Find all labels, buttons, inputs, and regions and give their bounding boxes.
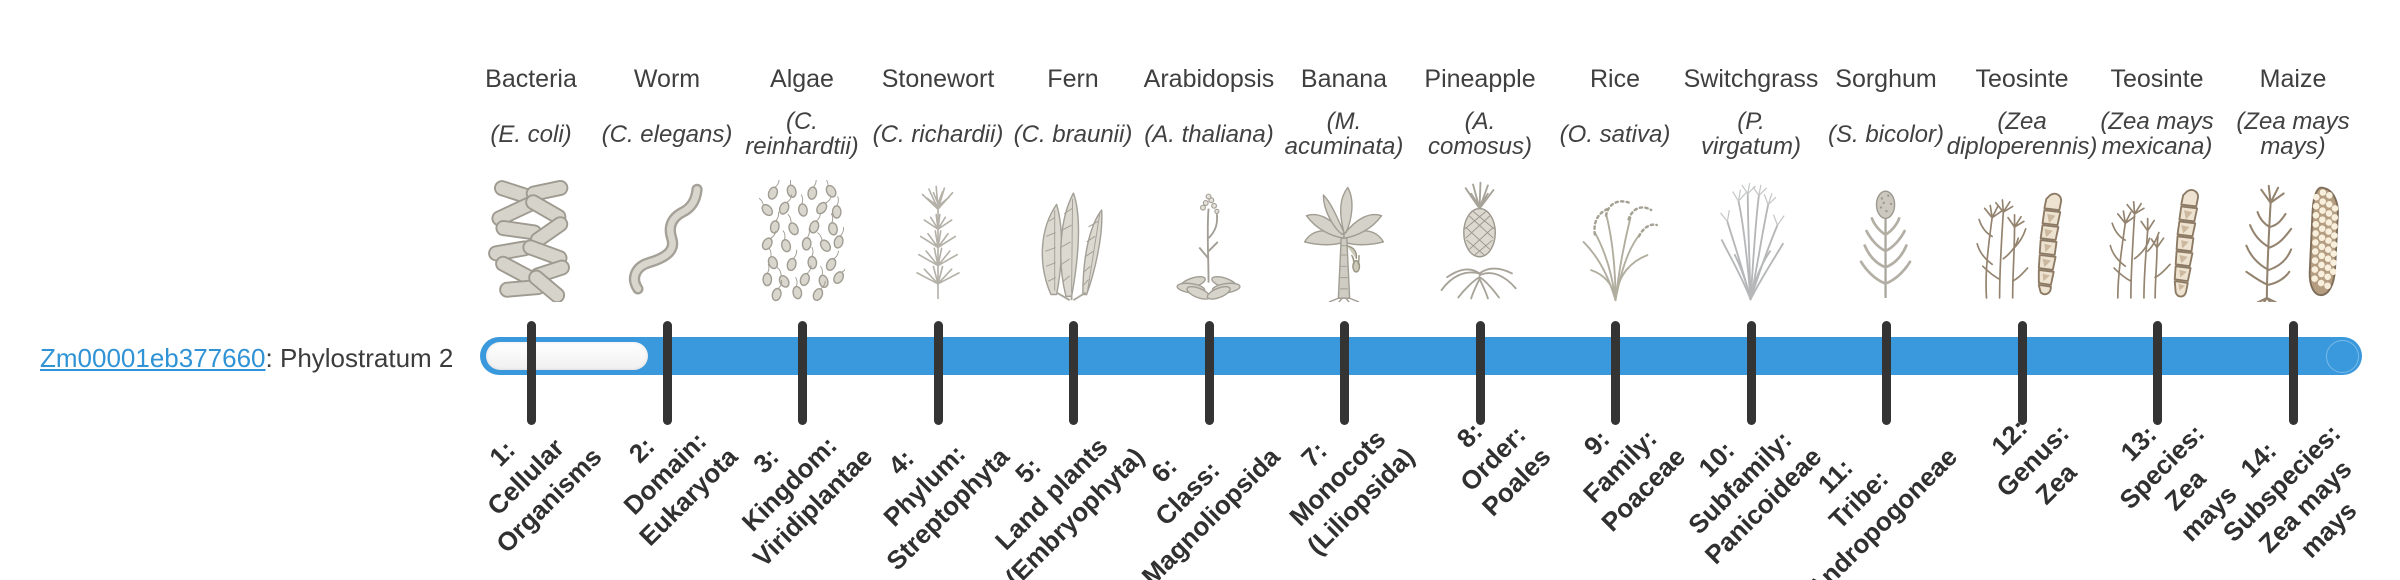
- organism-illustration-slot: [456, 170, 606, 302]
- sorghum-icon: [1859, 190, 1912, 299]
- axis-tick: [2288, 321, 2298, 425]
- stonewort-icon: [916, 185, 960, 300]
- organism-scientific-name: (C. braunii): [1013, 120, 1133, 148]
- organism-illustration-slot: [1269, 170, 1419, 302]
- organism-scientific-name: (C. elegans): [601, 120, 733, 148]
- bacteria-icon: [488, 180, 570, 302]
- axis-tick: [526, 321, 536, 425]
- axis-tick: [2152, 321, 2162, 425]
- taxon-label-block: Arabidopsis (A. thaliana): [1129, 64, 1289, 160]
- phylostratum-text: : Phylostratum 2: [265, 343, 454, 373]
- phylostratum-tick-label: 12: Genus: Zea: [1985, 413, 2083, 511]
- organism-scientific-name: (M. acuminata): [1284, 108, 1404, 160]
- phylostratum-tick-label: 3: Kingdom: Viridiplantae: [736, 430, 879, 573]
- phylostratum-tick-label: 8: Order: Poales: [1450, 416, 1557, 522]
- organism-illustration-slot: [592, 170, 742, 302]
- organism-common-name: Worm: [633, 65, 701, 93]
- organism-scientific-name: (Zea diploperennis): [1946, 108, 2098, 160]
- organism-illustration-slot: [727, 170, 877, 302]
- organism-common-name: Fern: [1047, 65, 1099, 93]
- phylostratum-tick-label: 7: Monocots (Liliopsida): [1283, 423, 1421, 561]
- axis-tick: [1068, 321, 1078, 425]
- organism-common-name: Teosinte: [2110, 65, 2204, 93]
- taxon-label-block: Teosinte (Zea mays mexicana): [2077, 64, 2237, 160]
- organism-scientific-name: (Zea mays mays): [2236, 108, 2350, 160]
- taxon-label-block: Fern (C. braunii): [993, 64, 1153, 160]
- organism-common-name: Sorghum: [1835, 65, 1937, 93]
- axis-tick: [1204, 321, 1214, 425]
- organism-common-name: Teosinte: [1975, 65, 2069, 93]
- axis-tick: [662, 321, 672, 425]
- taxon-label-block: Switchgrass (P. virgatum): [1671, 64, 1831, 160]
- organism-common-name: Maize: [2259, 65, 2327, 93]
- phylostratum-bar: [480, 337, 2362, 375]
- organism-scientific-name: (C. reinhardtii): [745, 108, 859, 160]
- organism-common-name: Rice: [1589, 65, 1640, 93]
- taxon-label-block: Sorghum (S. bicolor): [1806, 64, 1966, 160]
- organism-illustration-slot: [1947, 170, 2097, 302]
- rice-icon: [1582, 200, 1658, 302]
- fern-icon: [1041, 192, 1103, 301]
- taxon-label-block: Rice (O. sativa): [1535, 64, 1695, 160]
- teosinte-diploperennis-icon: [1976, 192, 2063, 299]
- organism-common-name: Stonewort: [881, 65, 995, 93]
- taxon-label-block: Pineapple (A. comosus): [1400, 64, 1560, 160]
- organism-scientific-name: (O. sativa): [1559, 120, 1671, 148]
- algae-icon: [759, 180, 845, 302]
- organism-scientific-name: (C. richardii): [872, 120, 1004, 148]
- organism-scientific-name: (A. comosus): [1427, 108, 1533, 160]
- gene-link[interactable]: Zm00001eb377660: [40, 343, 266, 373]
- organism-scientific-name: (S. bicolor): [1827, 120, 1945, 148]
- taxon-label-block: Worm (C. elegans): [587, 64, 747, 160]
- gene-label: Zm00001eb377660: Phylostratum 2: [40, 340, 453, 376]
- organism-illustration-slot: [1540, 170, 1690, 302]
- taxon-label-block: Maize (Zea mays mays): [2213, 64, 2373, 160]
- arabidopsis-icon: [1176, 193, 1241, 300]
- taxon-label-block: Bacteria (E. coli): [451, 64, 611, 160]
- axis-tick: [1746, 321, 1756, 425]
- organism-illustration-slot: [2082, 170, 2232, 302]
- worm-icon: [629, 183, 703, 295]
- taxon-label-block: Banana (M. acuminata): [1264, 64, 1424, 160]
- axis-tick: [1610, 321, 1620, 425]
- axis-tick: [1881, 321, 1891, 425]
- organism-common-name: Pineapple: [1424, 65, 1536, 93]
- taxon-label-block: Teosinte (Zea diploperennis): [1942, 64, 2102, 160]
- switchgrass-icon: [1720, 182, 1785, 301]
- taxon-label-block: Stonewort (C. richardii): [858, 64, 1018, 160]
- organism-common-name: Bacteria: [485, 65, 577, 93]
- organism-scientific-name: (E. coli): [490, 120, 572, 148]
- axis-tick: [2017, 321, 2027, 425]
- organism-scientific-name: (A. thaliana): [1144, 120, 1274, 148]
- organism-scientific-name: (P. virgatum): [1700, 108, 1802, 160]
- axis-tick: [797, 321, 807, 425]
- axis-tick: [1475, 321, 1485, 425]
- organism-illustration-slot: [1811, 170, 1961, 302]
- pineapple-icon: [1440, 181, 1517, 300]
- organism-illustration-slot: [1676, 170, 1826, 302]
- teosinte-mexicana-icon: [2109, 189, 2199, 299]
- bar-unfilled-segment: [486, 342, 648, 370]
- organism-common-name: Switchgrass: [1683, 65, 1819, 93]
- bar-endcap-ring: [2326, 340, 2359, 373]
- organism-scientific-name: (Zea mays mexicana): [2100, 108, 2214, 160]
- organism-common-name: Algae: [770, 65, 834, 93]
- axis-tick: [1339, 321, 1349, 425]
- organism-illustration-slot: [998, 170, 1148, 302]
- organism-illustration-slot: [2218, 170, 2368, 302]
- organism-illustration-slot: [1405, 170, 1555, 302]
- banana-icon: [1303, 186, 1385, 302]
- axis-tick: [933, 321, 943, 425]
- organism-illustration-slot: [1134, 170, 1284, 302]
- phylostratum-tick-label: 1: Cellular Organisms: [481, 432, 608, 559]
- taxon-label-block: Algae (C. reinhardtii): [722, 64, 882, 160]
- organism-common-name: Banana: [1300, 65, 1388, 93]
- organism-illustration-slot: [863, 170, 1013, 302]
- organism-common-name: Arabidopsis: [1143, 65, 1275, 93]
- maize-icon: [2245, 184, 2339, 302]
